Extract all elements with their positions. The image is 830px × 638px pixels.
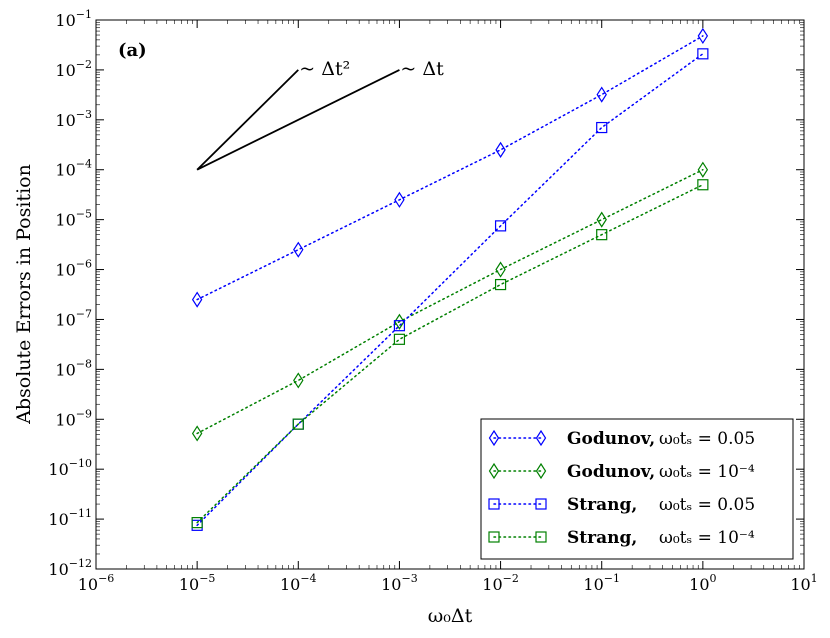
legend-method: Godunov, bbox=[567, 462, 655, 482]
series-1 bbox=[191, 27, 709, 308]
series-line bbox=[196, 53, 704, 527]
data-point bbox=[596, 121, 608, 134]
x-tick-labels: 10−6 10−5 10−4 10−3 10−2 10−1 100 101 bbox=[78, 572, 818, 594]
legend-marker bbox=[488, 498, 500, 510]
data-point bbox=[292, 418, 304, 430]
legend-marker bbox=[488, 462, 500, 480]
x-tick-label: 10−4 bbox=[280, 572, 317, 594]
data-point bbox=[393, 333, 406, 345]
series-4 bbox=[191, 179, 709, 529]
legend-entry: Strang, ω₀tₛ = 0.05 bbox=[488, 495, 755, 515]
plot-frame bbox=[95, 19, 805, 570]
series-2 bbox=[191, 161, 709, 442]
y-tick-label: 10−11 bbox=[48, 507, 92, 529]
legend-method: Strang, bbox=[567, 495, 637, 515]
slope-guide-order-2 bbox=[196, 69, 299, 171]
legend-marker bbox=[488, 531, 500, 543]
legend-marker bbox=[535, 429, 547, 447]
y-tick-label: 10−5 bbox=[55, 208, 92, 230]
data-point bbox=[394, 313, 405, 330]
data-point bbox=[191, 291, 203, 308]
y-tick-label: 10−12 bbox=[48, 557, 92, 579]
slope-guides: ~ Δt² ~ Δt bbox=[196, 58, 444, 171]
x-tick-label: 10−5 bbox=[179, 572, 216, 594]
series-line bbox=[196, 184, 704, 524]
data-point bbox=[697, 48, 709, 60]
y-tick-label: 10−4 bbox=[55, 158, 92, 180]
legend-entry: Godunov, ω₀tₛ = 10⁻⁴ bbox=[488, 462, 755, 482]
series-line bbox=[196, 168, 704, 435]
y-tick-label: 10−9 bbox=[55, 407, 92, 429]
data-series bbox=[191, 27, 709, 531]
x-axis-label: ω₀Δt bbox=[428, 605, 473, 627]
data-point bbox=[293, 372, 304, 389]
data-point bbox=[596, 86, 607, 103]
slope-label-dt: ~ Δt bbox=[400, 58, 444, 80]
x-tick-label: 10−2 bbox=[482, 572, 519, 594]
y-tick-label: 10−6 bbox=[55, 258, 92, 280]
data-point bbox=[394, 191, 405, 208]
axis-ticks bbox=[95, 19, 805, 570]
series-line bbox=[196, 35, 704, 301]
legend-entry: Godunov, ω₀tₛ = 0.05 bbox=[488, 429, 755, 449]
legend-method: Godunov, bbox=[567, 429, 655, 449]
y-tick-labels: 10−12 10−11 10−10 10−9 10−8 10−7 10−6 10−5 10−4 1… bbox=[48, 8, 92, 579]
legend-marker bbox=[535, 498, 547, 510]
y-tick-label: 10−1 bbox=[55, 8, 92, 30]
x-tick-label: 100 bbox=[689, 572, 716, 594]
legend-marker bbox=[535, 531, 547, 543]
y-tick-label: 10−10 bbox=[48, 457, 92, 479]
x-tick-label: 10−1 bbox=[583, 572, 620, 594]
legend-entry: Strang, ω₀tₛ = 10⁻⁴ bbox=[488, 528, 755, 548]
x-tick-label: 10−6 bbox=[78, 572, 115, 594]
data-point bbox=[191, 517, 203, 529]
data-point bbox=[191, 425, 203, 442]
y-axis-label: Absolute Errors in Position bbox=[13, 164, 35, 425]
y-tick-label: 10−8 bbox=[55, 357, 92, 379]
legend-marker bbox=[488, 429, 500, 447]
legend-param: ω₀tₛ = 10⁻⁴ bbox=[659, 528, 755, 548]
panel-label: (a) bbox=[118, 40, 147, 61]
legend-method: Strang, bbox=[567, 528, 637, 548]
data-point bbox=[596, 229, 608, 241]
legend-box bbox=[480, 418, 794, 560]
data-point bbox=[293, 241, 304, 258]
data-point bbox=[393, 320, 406, 332]
legend-param: ω₀tₛ = 0.05 bbox=[659, 495, 755, 515]
y-tick-label: 10−2 bbox=[55, 58, 92, 80]
data-point bbox=[697, 161, 709, 178]
y-tick-label: 10−3 bbox=[55, 108, 92, 130]
legend-param: ω₀tₛ = 0.05 bbox=[659, 429, 755, 449]
data-point bbox=[697, 27, 709, 45]
data-point bbox=[697, 179, 709, 191]
slope-label-dt-squared: ~ Δt² bbox=[299, 58, 350, 80]
data-point bbox=[495, 261, 506, 278]
x-tick-label: 10−3 bbox=[381, 572, 418, 594]
data-point bbox=[494, 220, 507, 232]
slope-guide-order-1 bbox=[196, 69, 400, 171]
x-tick-label: 101 bbox=[790, 572, 817, 594]
data-point bbox=[494, 278, 507, 291]
y-tick-label: 10−7 bbox=[55, 307, 92, 329]
data-point bbox=[495, 141, 506, 158]
data-point bbox=[596, 211, 607, 228]
legend-marker bbox=[535, 462, 547, 480]
legend-param: ω₀tₛ = 10⁻⁴ bbox=[659, 462, 755, 482]
